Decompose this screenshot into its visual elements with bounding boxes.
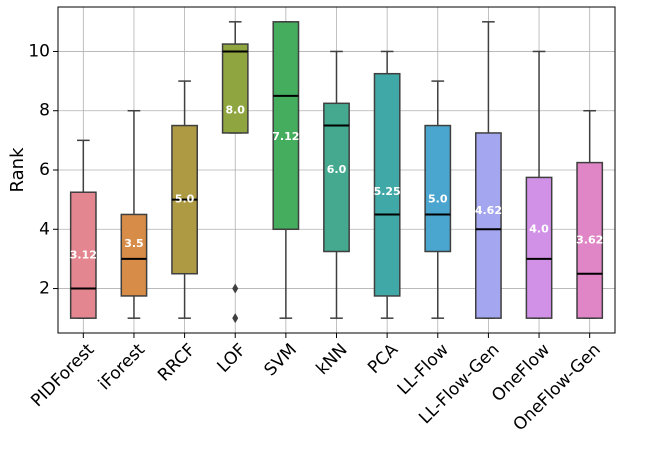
mean-label: 7.12 [272, 130, 299, 143]
y-tick-label: 10 [28, 41, 50, 61]
box [424, 124, 452, 253]
mean-label: 4.0 [529, 222, 549, 235]
x-tick-label: RRCF [154, 340, 200, 386]
mean-label: 3.12 [70, 248, 97, 261]
outlier [232, 313, 239, 324]
box [323, 102, 350, 253]
x-tick-label: OneFlow-Gen [510, 340, 605, 435]
box [69, 191, 97, 319]
x-tick-label: kNN [312, 340, 351, 379]
y-tick-label: 4 [39, 219, 50, 239]
x-tick-label: SVM [261, 340, 301, 380]
box [221, 43, 249, 134]
x-tick-label: iForest [95, 340, 150, 395]
outlier [232, 283, 239, 294]
box [120, 213, 148, 297]
mean-label: 5.25 [374, 185, 401, 198]
x-tick-label: PCA [364, 340, 402, 378]
box [272, 21, 300, 231]
mean-label: 3.62 [576, 234, 603, 247]
box [525, 176, 553, 319]
y-tick-label: 2 [39, 279, 50, 299]
mean-label: 5.0 [175, 193, 195, 206]
x-tick-label: PIDForest [27, 340, 98, 411]
y-tick-label: 6 [39, 160, 50, 180]
y-axis-label: Rank [7, 147, 28, 193]
plot-frame [57, 6, 616, 334]
box [475, 132, 502, 319]
box [373, 72, 401, 297]
mean-label: 8.0 [225, 104, 245, 117]
mean-label: 3.5 [124, 237, 144, 250]
box [576, 161, 604, 319]
mean-label: 6.0 [327, 163, 347, 176]
x-tick-label: LOF [214, 340, 251, 377]
mean-label: 4.62 [475, 204, 502, 217]
mean-label: 5.0 [428, 193, 448, 206]
y-tick-label: 8 [39, 101, 50, 121]
